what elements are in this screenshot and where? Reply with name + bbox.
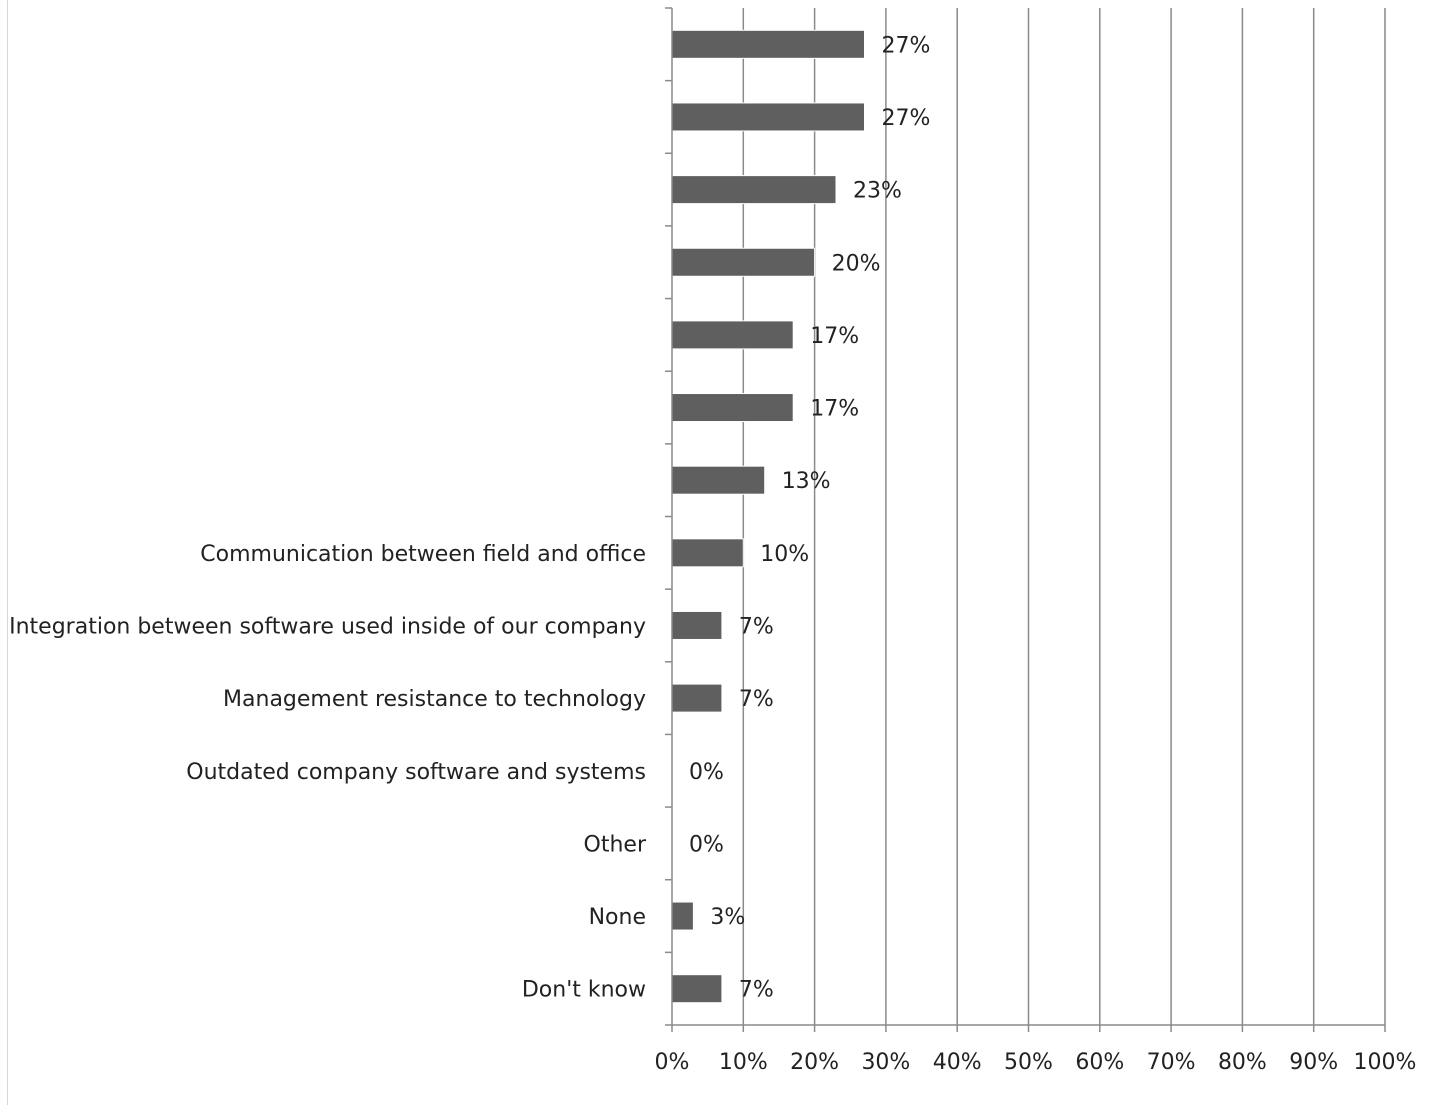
data-label: 7% xyxy=(739,978,774,1003)
data-label: 3% xyxy=(710,905,745,930)
category-label: Integration between software used inside… xyxy=(9,614,646,639)
data-labels: 27% 27% 23% 20% 17% 17% 13% 10% 7% 7% 0% 0% 3% 7% xyxy=(689,33,930,1002)
category-label: Don't know xyxy=(522,978,646,1003)
category-labels: Communication between field and office In… xyxy=(9,542,647,1003)
bars xyxy=(671,29,866,1004)
data-label: 17% xyxy=(810,324,859,349)
category-label: Management resistance to technology xyxy=(223,687,646,712)
bar xyxy=(671,175,837,205)
bar xyxy=(671,393,794,423)
x-tick-label: 70% xyxy=(1147,1050,1196,1075)
x-tick-label: 10% xyxy=(719,1050,768,1075)
frame-edge xyxy=(7,0,8,1105)
x-tick-label: 60% xyxy=(1075,1050,1124,1075)
x-tick-label: 100% xyxy=(1354,1050,1417,1075)
x-tick-labels: 0% 10% 20% 30% 40% 50% 60% 70% 80% 90% 100% xyxy=(655,1050,1417,1075)
gridlines xyxy=(742,8,1386,1025)
data-label: 7% xyxy=(739,614,774,639)
category-label: Communication between field and office xyxy=(200,542,646,567)
data-label: 7% xyxy=(739,687,774,712)
data-label: 27% xyxy=(882,33,931,58)
category-label: Outdated company software and systems xyxy=(186,760,646,785)
data-label: 0% xyxy=(689,832,724,857)
axes xyxy=(665,7,1386,1032)
x-tick-label: 90% xyxy=(1289,1050,1338,1075)
x-tick-label: 50% xyxy=(1004,1050,1053,1075)
data-label: 13% xyxy=(782,469,831,494)
bar xyxy=(671,320,794,350)
data-label: 10% xyxy=(760,542,809,567)
bar xyxy=(671,29,866,59)
bar xyxy=(671,247,816,277)
bar xyxy=(671,901,694,931)
x-tick-label: 20% xyxy=(790,1050,839,1075)
bar xyxy=(671,102,866,132)
bar xyxy=(671,538,744,568)
data-label: 20% xyxy=(832,251,881,276)
x-tick-label: 30% xyxy=(861,1050,910,1075)
bar xyxy=(671,610,723,640)
data-label: 23% xyxy=(853,179,902,204)
category-label: Other xyxy=(584,832,647,857)
bar xyxy=(671,465,766,495)
bar xyxy=(671,683,723,713)
data-label: 0% xyxy=(689,760,724,785)
x-tick-label: 80% xyxy=(1218,1050,1267,1075)
x-tick-label: 0% xyxy=(655,1050,690,1075)
bar xyxy=(671,974,723,1004)
data-label: 17% xyxy=(810,397,859,422)
data-label: 27% xyxy=(882,106,931,131)
category-label: None xyxy=(589,905,646,930)
x-tick-label: 40% xyxy=(933,1050,982,1075)
